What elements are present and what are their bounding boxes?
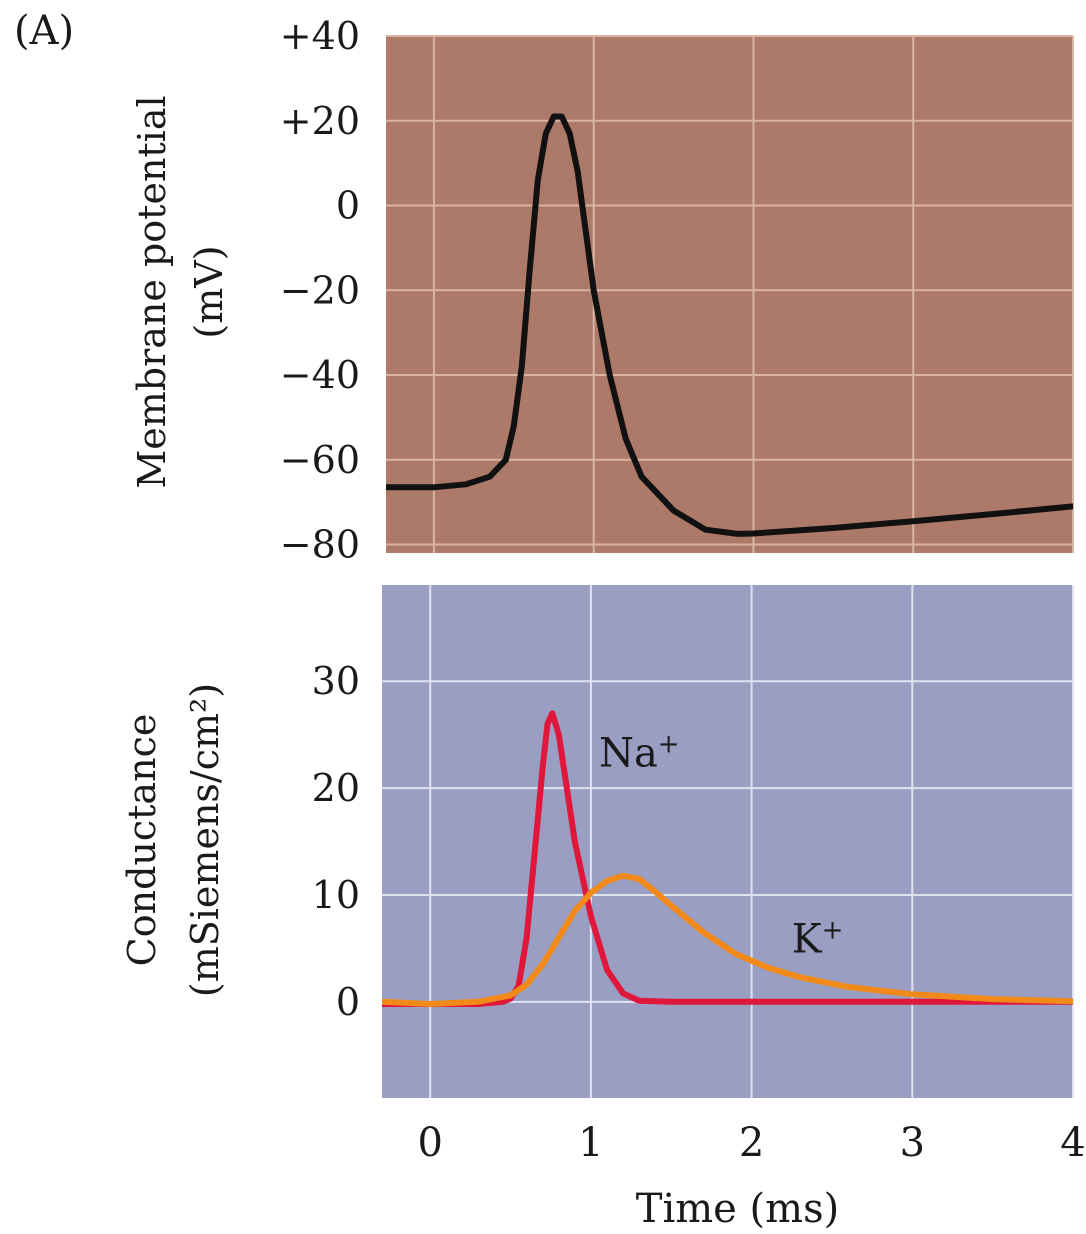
panel-label: (A) xyxy=(14,8,75,54)
y-tick-label: −40 xyxy=(280,353,360,397)
x-tick-label: 4 xyxy=(1060,1120,1085,1166)
x-tick-label: 0 xyxy=(417,1120,442,1166)
y-tick-label: 0 xyxy=(336,184,360,228)
series-label-na: Na+ xyxy=(599,730,680,777)
y-tick-label: 10 xyxy=(312,873,360,917)
x-axis-title: Time (ms) xyxy=(636,1186,839,1232)
x-tick-label: 2 xyxy=(739,1120,764,1166)
y-tick-label: −60 xyxy=(280,438,360,482)
membrane-potential-chart: +40 +20 0 −20 −40 −60 −80 Membrane potential (mV… xyxy=(130,14,1074,567)
conductance-chart: 30 20 10 0 Conductance (mSiemens/cm²) 0 1 2 3 4 Tim… xyxy=(120,585,1086,1232)
plot-background xyxy=(382,585,1073,1098)
y-tick-label: +20 xyxy=(280,99,360,143)
series-line-na xyxy=(382,710,1073,1007)
y-tick-label: 30 xyxy=(312,659,360,703)
x-tick-label: 3 xyxy=(900,1120,925,1166)
x-tick-label: 1 xyxy=(578,1120,603,1166)
series-line-membrane-potential xyxy=(386,113,1073,537)
series-line-k xyxy=(382,872,1073,1007)
y-tick-label: −20 xyxy=(280,268,360,312)
y-tick-label: +40 xyxy=(280,14,360,58)
series-label-k: K+ xyxy=(792,916,844,963)
y-axis-title: Conductance xyxy=(120,714,164,967)
y-tick-label: −80 xyxy=(280,523,360,567)
y-tick-label: 0 xyxy=(336,980,360,1024)
y-axis-title: Membrane potential xyxy=(130,95,174,488)
y-tick-label: 20 xyxy=(312,766,360,810)
y-axis-title: (mV) xyxy=(187,245,231,338)
y-axis-title: (mSiemens/cm²) xyxy=(183,683,227,997)
